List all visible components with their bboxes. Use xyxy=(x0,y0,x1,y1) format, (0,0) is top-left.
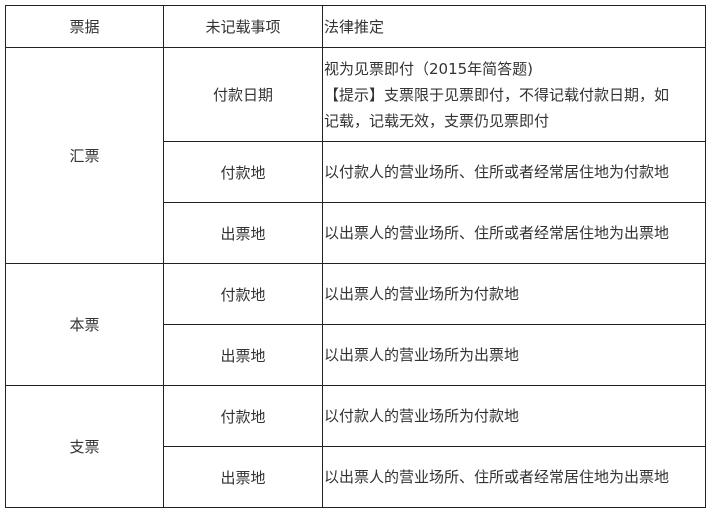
header-presumption: 法律推定 xyxy=(322,5,706,48)
table-row: 出票地 以出票人的营业场所为出票地 xyxy=(6,324,706,386)
item-cell: 出票地 xyxy=(163,324,323,386)
presumption-cell: 以出票人的营业场所为出票地 xyxy=(322,324,706,386)
item-cell: 付款地 xyxy=(163,141,323,203)
table-row: 本票 付款地 以出票人的营业场所为付款地 xyxy=(5,263,706,386)
presumption-cell: 视为见票即付（2015年简答题) 【提示】支票限于见票即付，不得记载付款日期，如… xyxy=(322,47,706,142)
header-item: 未记载事项 xyxy=(163,5,323,48)
header-row: 票据 未记载事项 法律推定 xyxy=(5,5,706,48)
presumption-line: 记载，记载无效，支票仍见票即付 xyxy=(324,111,550,130)
instrument-cell: 汇票 xyxy=(5,47,164,264)
header-instrument: 票据 xyxy=(5,5,164,48)
presumption-cell: 以付款人的营业场所、住所或者经常居住地为付款地 xyxy=(322,141,706,203)
presumption-line: 视为见票即付（2015年简答题) xyxy=(324,59,534,78)
presumption-cell: 以出票人的营业场所、住所或者经常居住地为出票地 xyxy=(322,446,706,508)
instrument-cell: 支票 xyxy=(5,385,164,508)
presumption-cell: 以出票人的营业场所为付款地 xyxy=(322,263,706,325)
presumption-cell: 以出票人的营业场所、住所或者经常居住地为出票地 xyxy=(322,202,706,264)
table-row: 出票地 以出票人的营业场所、住所或者经常居住地为出票地 xyxy=(6,202,706,264)
legal-presumption-table: 票据 未记载事项 法律推定 汇票 付款日期 视为见票即付（2015年简答题) 【… xyxy=(5,5,706,508)
table-row: 出票地 以出票人的营业场所、住所或者经常居住地为出票地 xyxy=(6,446,706,508)
item-cell: 付款日期 xyxy=(163,47,323,142)
item-cell: 付款地 xyxy=(163,263,323,325)
table-row: 付款地 以付款人的营业场所、住所或者经常居住地为付款地 xyxy=(6,141,706,203)
table-row: 汇票 付款日期 视为见票即付（2015年简答题) 【提示】支票限于见票即付，不得… xyxy=(5,47,706,264)
item-cell: 出票地 xyxy=(163,202,323,264)
presumption-cell: 以付款人的营业场所为付款地 xyxy=(322,385,706,447)
instrument-cell: 本票 xyxy=(5,263,164,386)
item-cell: 出票地 xyxy=(163,446,323,508)
presumption-line: 【提示】支票限于见票即付，不得记载付款日期，如 xyxy=(324,85,670,104)
item-cell: 付款地 xyxy=(163,385,323,447)
table-row: 支票 付款地 以付款人的营业场所为付款地 xyxy=(5,385,706,508)
